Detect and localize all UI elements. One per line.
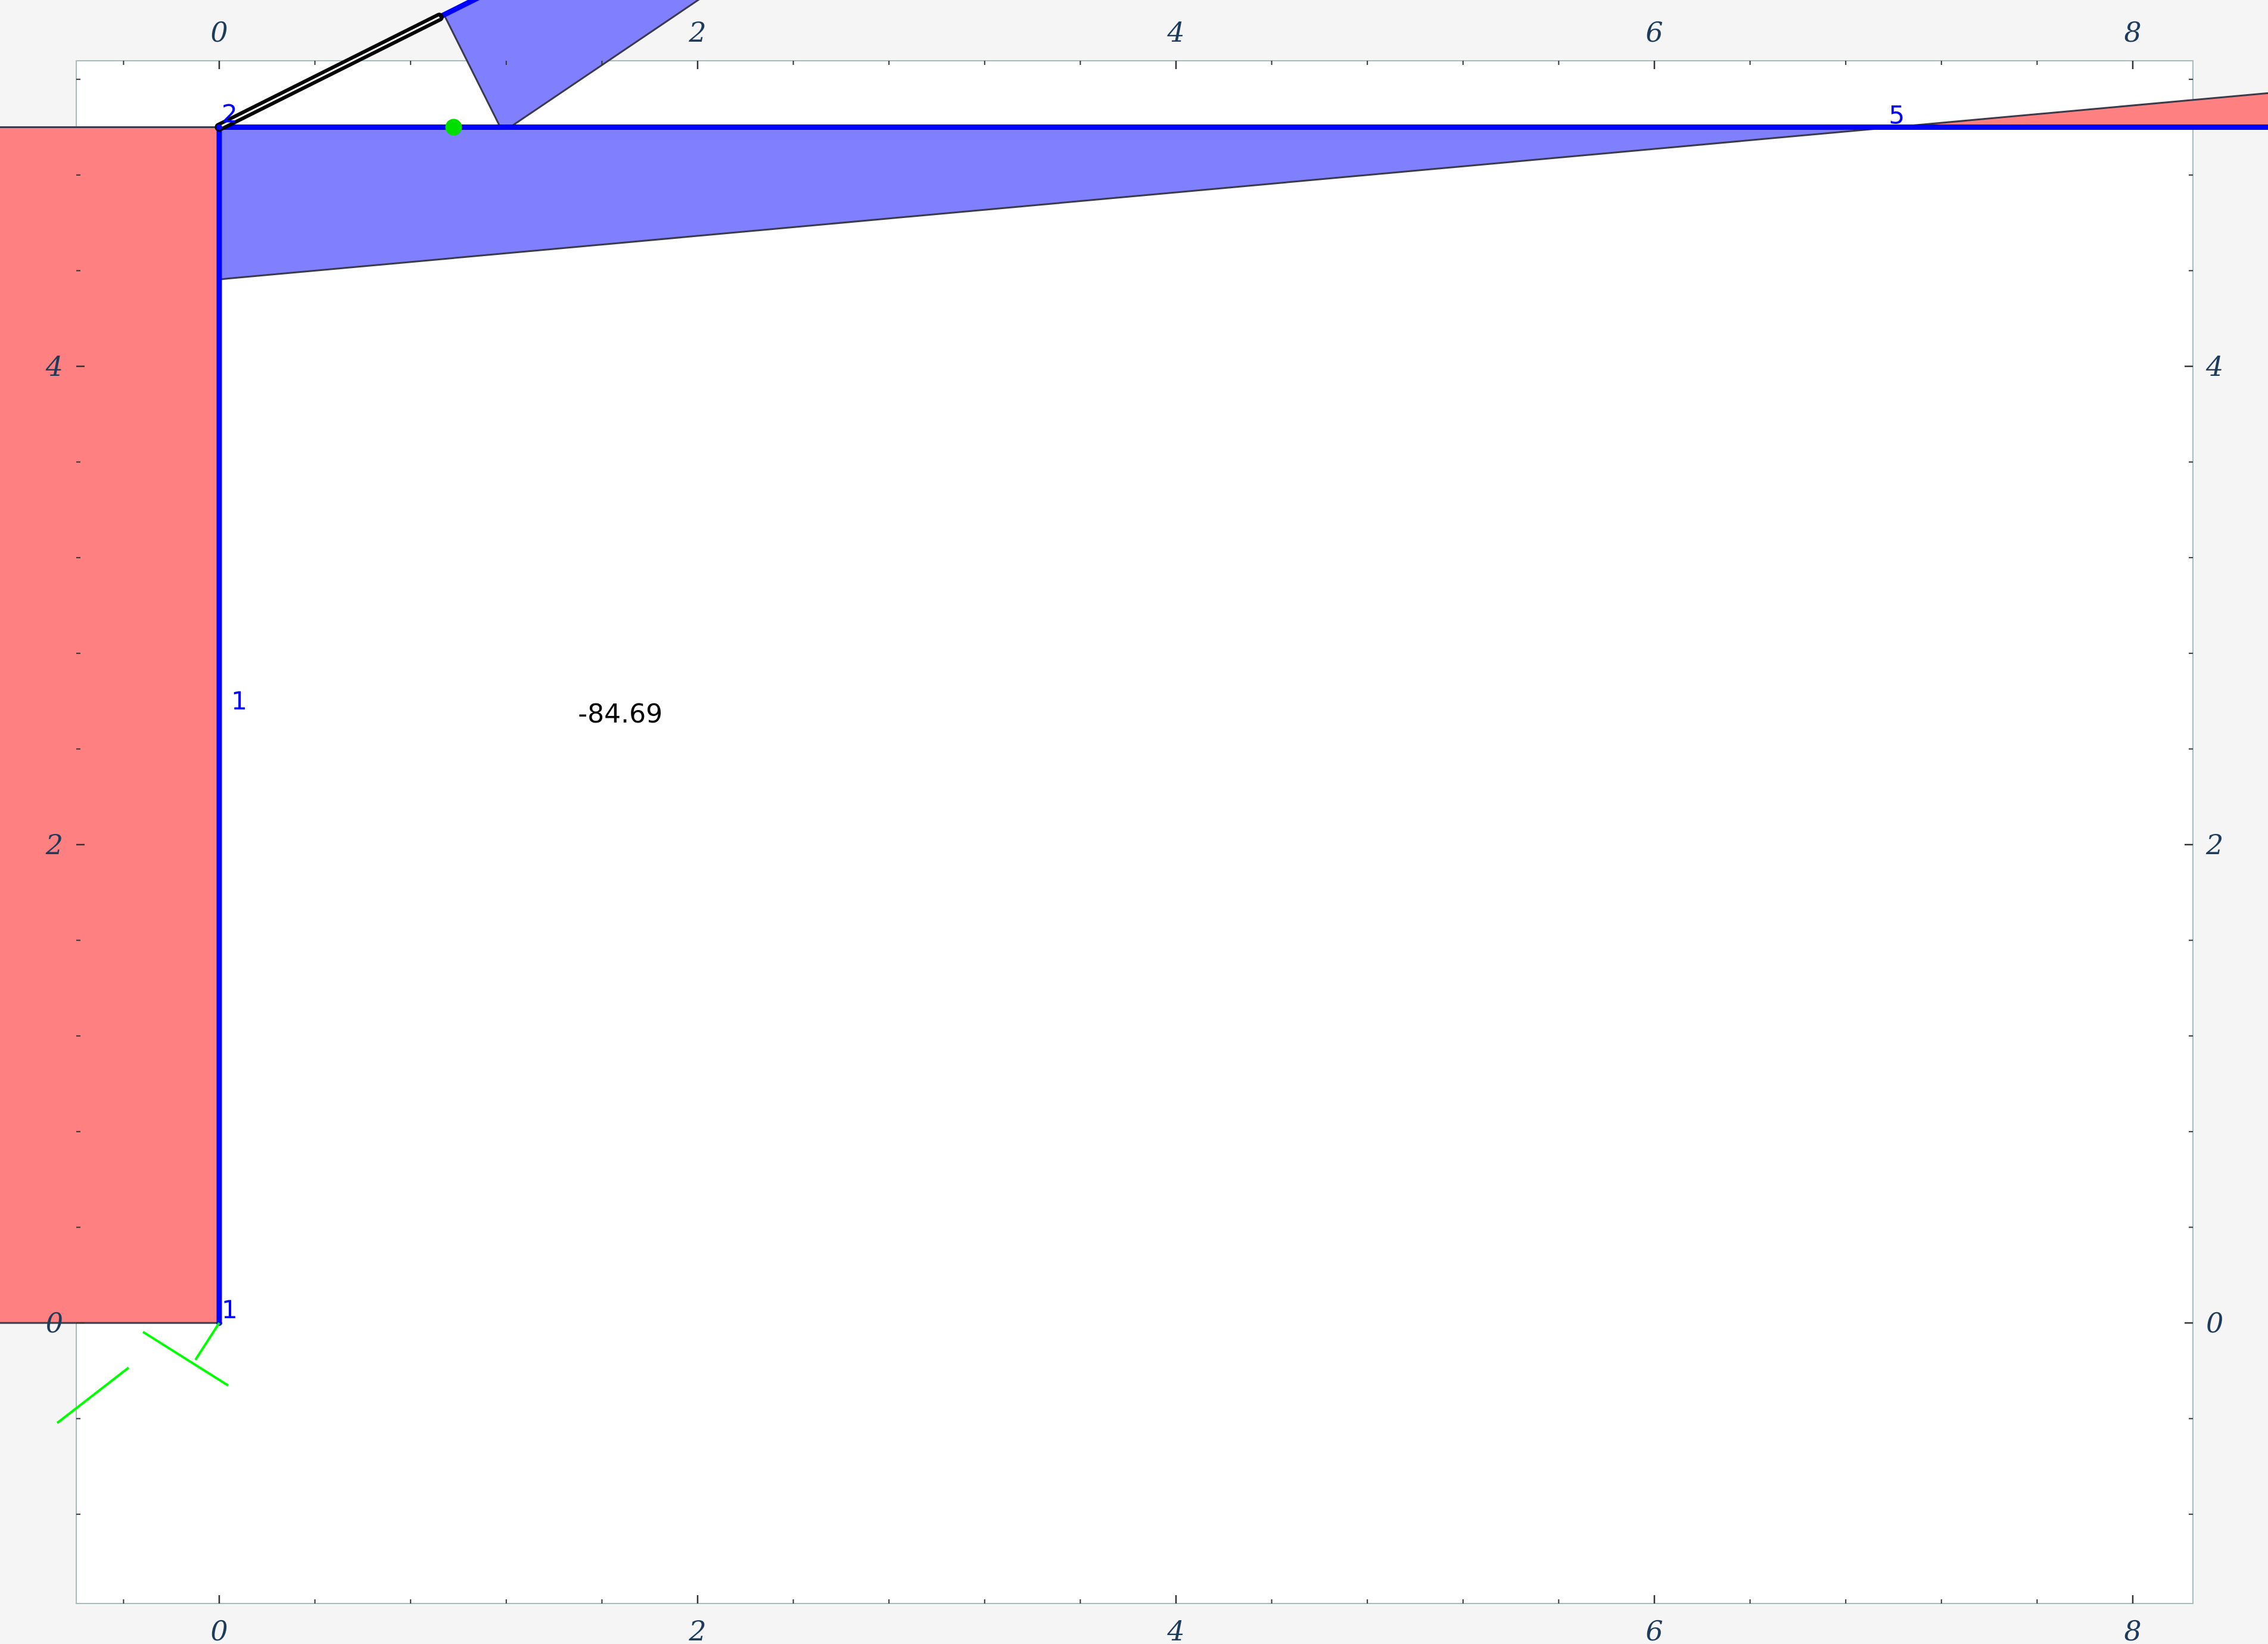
y-tick-label-right: 2 xyxy=(2205,829,2223,861)
x-tick-label-bottom: 6 xyxy=(1645,1615,1663,1644)
support-fixed-inclined-1 xyxy=(56,1322,229,1424)
node-point-2 xyxy=(216,124,222,130)
x-tick-label-top: 8 xyxy=(2124,16,2141,48)
y-tick-label-right: 4 xyxy=(2205,350,2223,382)
y-tick-label-left: 0 xyxy=(46,1307,63,1339)
diagram-labels: 123451234535.0030.1718.84-18.84-84.6984.… xyxy=(222,99,1905,1325)
diagram-area-element-2-a xyxy=(443,0,700,133)
member-label-5: 5 xyxy=(1889,100,1905,129)
x-tick-label-top: 4 xyxy=(1166,16,1184,48)
rigid-link-core-1 xyxy=(219,16,440,128)
support-hatch-line xyxy=(56,1366,130,1424)
axes-ticks: 00224466881010121214141616-2-20022446688… xyxy=(45,16,2224,1644)
member-label-1: 1 xyxy=(231,686,247,715)
node-label-2: 2 xyxy=(222,99,238,129)
x-tick-label-top: 6 xyxy=(1645,16,1663,48)
internal-force-diagram xyxy=(0,0,2268,1324)
value-label-5: -84.69 xyxy=(578,699,662,729)
supports xyxy=(56,1322,229,1424)
hinge-marker-1 xyxy=(445,119,462,136)
y-tick-label-left: 4 xyxy=(45,350,63,382)
node-label-1: 1 xyxy=(222,1295,238,1324)
x-tick-label-bottom: 8 xyxy=(2124,1615,2141,1644)
support-base-line xyxy=(142,1331,229,1387)
diagram-area-element-1 xyxy=(0,126,220,1324)
x-tick-label-bottom: 2 xyxy=(688,1615,706,1644)
plot-area xyxy=(76,60,2194,1604)
x-tick-label-top: 0 xyxy=(210,16,228,48)
support-stem xyxy=(194,1322,220,1361)
frame-members xyxy=(214,0,2268,1326)
x-tick-label-bottom: 0 xyxy=(210,1615,228,1644)
x-tick-label-top: 2 xyxy=(688,16,706,48)
y-tick-label-right: 0 xyxy=(2206,1307,2223,1339)
x-tick-label-bottom: 4 xyxy=(1166,1615,1184,1644)
y-tick-label-left: 2 xyxy=(45,829,63,861)
diagram-area-element-5-b xyxy=(1893,92,2268,128)
